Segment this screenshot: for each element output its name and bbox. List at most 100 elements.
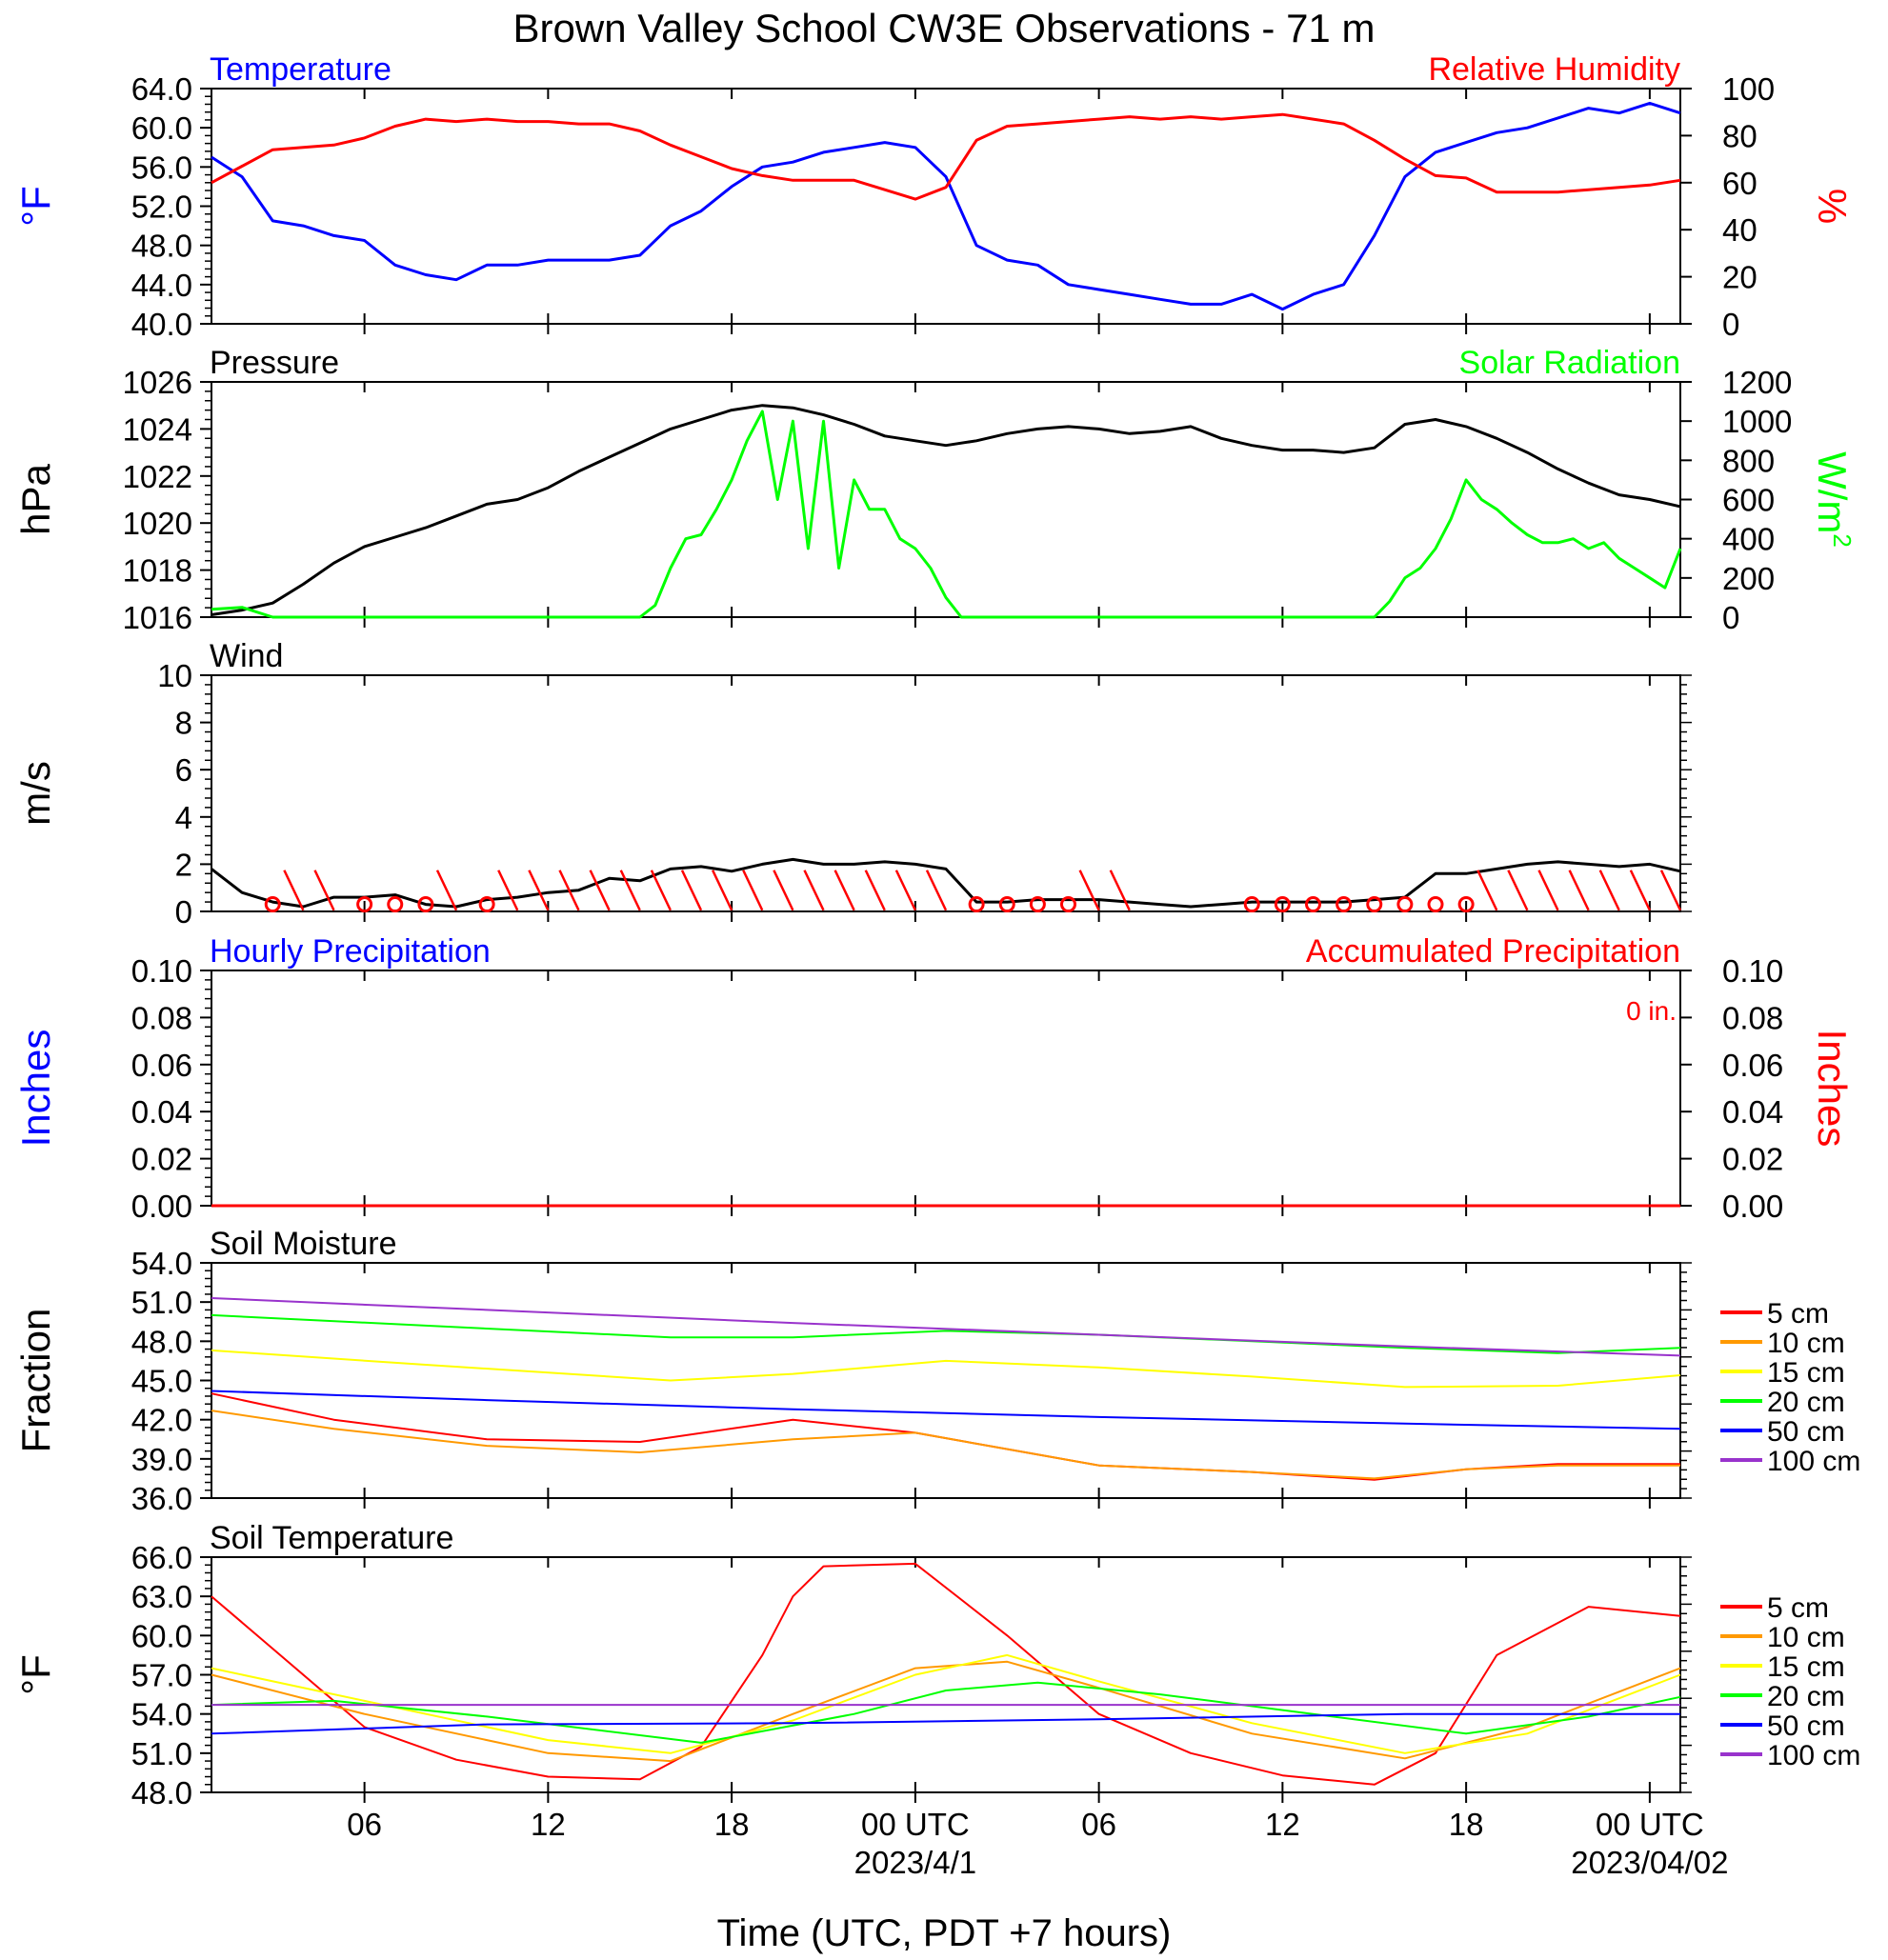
- wind-barb: [558, 870, 580, 911]
- legend-label: 20 cm: [1767, 1387, 1845, 1418]
- y-right-tick-label: 600: [1722, 483, 1775, 518]
- panel-6: 66.0 63.0 60.0 57.0 54.0 51.0 48.0 Soil Tempera…: [13, 1520, 1860, 1810]
- series-line-20-cm: [211, 1681, 1681, 1744]
- x-axis-label: Time (UTC, PDT +7 hours): [717, 1912, 1172, 1954]
- series-line-50-cm: [211, 1390, 1681, 1430]
- x-tick-label: 06: [347, 1807, 382, 1842]
- calm-wind-mark: [1243, 896, 1260, 913]
- plot-frame: [211, 674, 1681, 912]
- series-line-20-cm: [211, 1313, 1681, 1354]
- y-left-tick-label: 0.10: [131, 953, 192, 989]
- panel-3: 10 8 6 4 2 0 Wind m/s: [13, 638, 1692, 930]
- y-left-tick-label: 6: [175, 752, 192, 788]
- wind-barb: [313, 870, 335, 911]
- y-right-tick-label: 0.02: [1722, 1142, 1783, 1177]
- calm-wind-mark: [968, 896, 985, 913]
- y-left-axis-label: hPa: [13, 463, 58, 534]
- calm-wind-mark: [1060, 896, 1076, 913]
- x-tick-label: 00 UTC: [861, 1807, 970, 1842]
- wind-barb: [1598, 870, 1620, 911]
- y-left-tick-label: 60.0: [131, 1618, 192, 1653]
- y-left-tick-label: 1018: [123, 553, 192, 589]
- y-left-tick-label: 40.0: [131, 307, 192, 342]
- y-left-axis-label: Fraction: [13, 1309, 58, 1453]
- y-left-tick-label: 8: [175, 706, 192, 741]
- legend-label: 15 cm: [1767, 1651, 1845, 1683]
- legend-label: 5 cm: [1767, 1298, 1829, 1330]
- wind-barb: [650, 870, 673, 911]
- calm-wind-mark: [1029, 896, 1046, 913]
- panel-title-left: Temperature: [210, 51, 392, 88]
- y-left-axis-label: °F: [13, 1654, 58, 1694]
- y-right-tick-label: 0: [1722, 307, 1739, 342]
- y-left-tick-label: 0.04: [131, 1094, 192, 1130]
- y-right-tick-label: 0: [1722, 600, 1739, 635]
- x-date-label: 2023/04/02: [1571, 1845, 1728, 1880]
- y-left-tick-label: 0.02: [131, 1142, 192, 1177]
- y-right-tick-label: 0.00: [1722, 1189, 1783, 1224]
- legend-label: 10 cm: [1767, 1622, 1845, 1653]
- legend-label: 50 cm: [1767, 1710, 1845, 1742]
- series-line-5-cm: [211, 1562, 1681, 1786]
- y-right-axis-label: Inches: [1810, 1030, 1855, 1148]
- series-line-pressure: [211, 404, 1681, 616]
- plot-frame: [211, 1556, 1681, 1793]
- wind-barb: [528, 870, 550, 911]
- wind-barb: [894, 870, 917, 911]
- y-left-axis-label: m/s: [13, 761, 58, 826]
- calm-wind-mark: [1427, 896, 1444, 913]
- plot-frame: [211, 1262, 1681, 1499]
- y-left-tick-label: 44.0: [131, 268, 192, 303]
- y-right-axis-label: W/m2: [1810, 451, 1857, 548]
- y-left-tick-label: 2: [175, 847, 192, 882]
- panels-group: 64.060.056.052.048.044.040.0100806040200…: [13, 51, 1860, 1810]
- wind-barb: [1078, 870, 1100, 911]
- y-right-tick-label: 0.08: [1722, 1000, 1783, 1035]
- wind-barb: [1109, 870, 1131, 911]
- wind-barb: [864, 870, 886, 911]
- wind-barb: [283, 870, 305, 911]
- wind-barb: [435, 870, 458, 911]
- series-line-relative-humidity: [211, 112, 1681, 201]
- y-left-axis-label: Inches: [13, 1030, 58, 1148]
- panel-title-left: Soil Moisture: [210, 1226, 397, 1262]
- series-line-100-cm: [211, 1297, 1681, 1357]
- wind-barb: [803, 870, 825, 911]
- series-line-temperature: [211, 101, 1681, 311]
- panel-2: 1026 1024 1022 1020 1018 1016 1200 1000 800 600 40…: [13, 345, 1857, 635]
- calm-wind-mark: [1396, 896, 1414, 913]
- y-right-axis-label: %: [1810, 189, 1855, 224]
- y-left-tick-label: 51.0: [131, 1736, 192, 1771]
- x-tick-label: 06: [1081, 1807, 1116, 1842]
- calm-wind-mark: [1457, 896, 1475, 913]
- y-right-tick-label: 60: [1722, 166, 1757, 201]
- x-date-label: 2023/4/1: [854, 1845, 976, 1880]
- y-right-tick-label: 1000: [1722, 404, 1792, 439]
- y-left-axis-label: °F: [13, 186, 58, 226]
- y-left-tick-label: 54.0: [131, 1246, 192, 1281]
- y-left-tick-label: 63.0: [131, 1579, 192, 1614]
- y-right-tick-label: 0.04: [1722, 1094, 1783, 1130]
- y-left-tick-label: 0.00: [131, 1189, 192, 1224]
- wind-barb: [925, 870, 948, 911]
- series-line-solar-radiation: [211, 410, 1682, 619]
- legend-label: 100 cm: [1767, 1446, 1860, 1477]
- wind-barb: [680, 870, 703, 911]
- legend-label: 10 cm: [1767, 1328, 1845, 1359]
- y-left-tick-label: 57.0: [131, 1658, 192, 1693]
- calm-wind-mark: [478, 896, 495, 913]
- calm-wind-mark: [1305, 896, 1321, 913]
- y-left-tick-label: 45.0: [131, 1364, 192, 1399]
- y-left-tick-label: 64.0: [131, 71, 192, 107]
- wind-barb: [1659, 870, 1682, 911]
- x-tick-label: 12: [1265, 1807, 1300, 1842]
- series-line-5-cm: [211, 1392, 1680, 1481]
- wind-barb: [742, 870, 764, 911]
- legend-label: 15 cm: [1767, 1357, 1845, 1389]
- calm-wind-mark: [417, 896, 434, 913]
- wind-barb: [711, 870, 733, 911]
- y-left-tick-label: 48.0: [131, 1324, 192, 1359]
- legend-label: 5 cm: [1767, 1592, 1829, 1624]
